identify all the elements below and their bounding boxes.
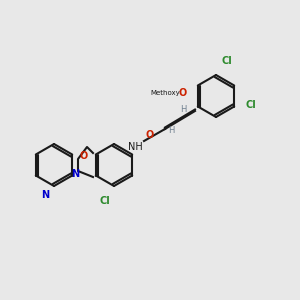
Text: H: H xyxy=(180,105,186,114)
Text: Cl: Cl xyxy=(245,100,256,110)
Text: O: O xyxy=(80,151,88,161)
Text: Cl: Cl xyxy=(221,56,232,67)
Text: O: O xyxy=(146,130,154,140)
Text: N: N xyxy=(71,169,79,179)
Text: Methoxy: Methoxy xyxy=(150,90,180,96)
Text: Cl: Cl xyxy=(100,196,110,206)
Text: NH: NH xyxy=(128,142,142,152)
Text: N: N xyxy=(41,190,49,200)
Text: O: O xyxy=(179,88,187,98)
Text: H: H xyxy=(168,126,174,135)
